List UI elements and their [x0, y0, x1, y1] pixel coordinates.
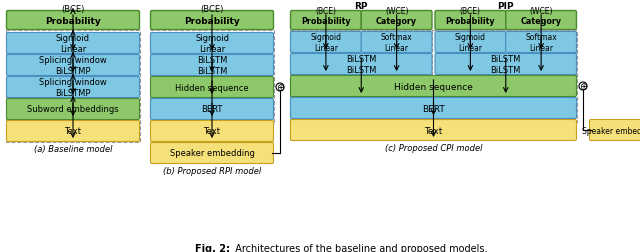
Text: Probability: Probability [445, 16, 495, 25]
Text: ⊕: ⊕ [579, 82, 587, 92]
Circle shape [276, 84, 284, 92]
Bar [435, 31, 576, 79]
Text: (BCE): (BCE) [200, 5, 224, 14]
FancyBboxPatch shape [291, 120, 577, 141]
Text: (c) Proposed CPI model: (c) Proposed CPI model [385, 143, 483, 152]
Text: Probability: Probability [45, 16, 101, 25]
Circle shape [579, 83, 587, 91]
FancyBboxPatch shape [6, 99, 140, 120]
Text: (a) Baseline model: (a) Baseline model [34, 144, 112, 153]
FancyBboxPatch shape [506, 32, 577, 53]
FancyBboxPatch shape [6, 33, 140, 54]
FancyBboxPatch shape [6, 121, 140, 142]
FancyBboxPatch shape [361, 32, 432, 53]
Text: (BCE): (BCE) [61, 5, 84, 14]
FancyBboxPatch shape [150, 77, 273, 98]
Bar [290, 31, 577, 122]
FancyBboxPatch shape [150, 55, 273, 76]
Text: Text: Text [65, 127, 81, 136]
Text: Architectures of the baseline and proposed models.: Architectures of the baseline and propos… [229, 243, 488, 252]
FancyBboxPatch shape [150, 11, 273, 30]
Text: (WCE): (WCE) [385, 7, 408, 16]
Text: Text: Text [424, 126, 443, 135]
FancyBboxPatch shape [589, 120, 640, 141]
Text: Speaker embedding: Speaker embedding [582, 126, 640, 135]
Text: Softmax
Linear: Softmax Linear [381, 33, 413, 52]
Text: Probability: Probability [184, 16, 240, 25]
Text: Category: Category [520, 16, 562, 25]
Text: (BCE): (BCE) [460, 7, 481, 16]
FancyBboxPatch shape [6, 77, 140, 98]
FancyBboxPatch shape [435, 11, 506, 30]
Text: BERT: BERT [202, 105, 223, 114]
Text: Text: Text [204, 127, 221, 136]
Bar [291, 31, 431, 79]
FancyBboxPatch shape [291, 98, 577, 119]
Text: Hidden sequence: Hidden sequence [394, 82, 473, 91]
FancyBboxPatch shape [150, 33, 273, 54]
Text: ⊕: ⊕ [276, 83, 284, 93]
FancyBboxPatch shape [6, 11, 140, 30]
FancyBboxPatch shape [435, 54, 577, 75]
FancyBboxPatch shape [150, 121, 273, 142]
Text: Sigmoid
Linear: Sigmoid Linear [56, 34, 90, 53]
Text: (b) Proposed RPI model: (b) Proposed RPI model [163, 166, 261, 175]
Text: BiLSTM
BiLSTM: BiLSTM BiLSTM [346, 55, 376, 74]
Text: BERT: BERT [422, 104, 445, 113]
Text: BiLSTM
BiLSTM: BiLSTM BiLSTM [197, 56, 227, 75]
FancyBboxPatch shape [6, 55, 140, 76]
Text: Category: Category [376, 16, 417, 25]
Text: (WCE): (WCE) [529, 7, 553, 16]
Bar [150, 31, 274, 124]
Text: Sigmoid
Linear: Sigmoid Linear [455, 33, 486, 52]
Text: RP: RP [355, 2, 368, 11]
FancyBboxPatch shape [291, 54, 432, 75]
FancyBboxPatch shape [361, 11, 432, 30]
Text: Hidden sequence: Hidden sequence [175, 83, 249, 92]
FancyBboxPatch shape [435, 32, 506, 53]
Text: Fig. 2:: Fig. 2: [195, 243, 230, 252]
Text: Probability: Probability [301, 16, 351, 25]
Text: PIP: PIP [497, 2, 514, 11]
Text: Splicing window
BiLSTMP: Splicing window BiLSTMP [39, 56, 107, 75]
Text: Sigmoid
Linear: Sigmoid Linear [195, 34, 229, 53]
Text: Subword embeddings: Subword embeddings [27, 105, 119, 114]
FancyBboxPatch shape [291, 11, 361, 30]
FancyBboxPatch shape [150, 99, 273, 120]
Text: (BCE): (BCE) [316, 7, 337, 16]
Text: Speaker embedding: Speaker embedding [170, 149, 255, 158]
Text: Splicing window
BiLSTMP: Splicing window BiLSTMP [39, 78, 107, 97]
Text: Softmax
Linear: Softmax Linear [525, 33, 557, 52]
Text: BiLSTM
BiLSTM: BiLSTM BiLSTM [491, 55, 521, 74]
Text: Sigmoid
Linear: Sigmoid Linear [310, 33, 341, 52]
FancyBboxPatch shape [291, 32, 361, 53]
Bar [6, 31, 140, 142]
FancyBboxPatch shape [506, 11, 577, 30]
FancyBboxPatch shape [291, 76, 577, 97]
FancyBboxPatch shape [150, 143, 273, 164]
